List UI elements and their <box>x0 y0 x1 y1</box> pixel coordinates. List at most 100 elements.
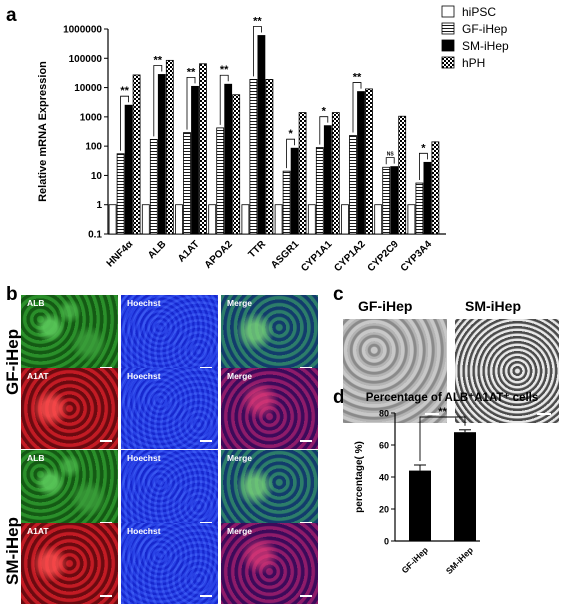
bar-hipsc <box>407 204 416 235</box>
y-tick-label: 100 <box>85 142 102 153</box>
micrograph-label: A1AT <box>27 526 49 536</box>
x-tick-label: CYP3A4 <box>399 239 435 275</box>
chart-title: Percentage of ALB⁺A1AT⁺ cells <box>366 392 539 404</box>
sem-title-gf: GF-iHep <box>358 298 413 314</box>
bar-hipsc <box>175 204 183 235</box>
y-tick-label: 1000 <box>80 112 103 123</box>
micrograph-sm-alb: ALB <box>21 450 118 531</box>
bar-hipsc <box>307 204 316 235</box>
bar-hph <box>365 88 373 235</box>
bar-hipsc <box>208 204 217 235</box>
x-tick-label: HNF4α <box>105 238 136 269</box>
bar-gf-ihep <box>149 138 158 235</box>
micrograph-label: ALB <box>27 298 45 308</box>
bar-gf-ihep <box>349 135 357 235</box>
bar-hipsc <box>274 204 283 235</box>
micrograph-sm-merge-1: Merge <box>221 450 318 531</box>
significance-label: * <box>322 106 327 118</box>
micrograph-gf-a1at: A1AT <box>21 368 118 449</box>
y-tick-label: 1000000 <box>63 25 102 36</box>
x-tick-label: ALB <box>146 239 168 261</box>
significance-label: * <box>421 142 426 154</box>
bar-hph <box>132 74 141 235</box>
significance-bracket <box>186 76 196 130</box>
significance-label: ** <box>253 15 262 27</box>
significance-bracket <box>153 65 163 137</box>
bar-hph <box>431 141 440 235</box>
panel-label-c: c <box>333 284 344 305</box>
significance-label: ** <box>154 54 163 66</box>
panel-label-d: d <box>333 387 345 408</box>
bar-gf-ihep <box>415 182 424 235</box>
bar-hph <box>298 112 307 235</box>
bar-hph <box>199 63 207 235</box>
micrograph-gf-hoechst-1: Hoechst <box>121 295 218 376</box>
micrograph-label: Hoechst <box>127 453 161 463</box>
legend-swatch <box>441 56 455 69</box>
significance-bracket <box>352 82 362 133</box>
y-tick-label: 40 <box>379 473 389 483</box>
bar-hipsc <box>341 204 349 235</box>
x-tick-label: GF-iHep <box>399 545 429 575</box>
scale-bar <box>425 413 439 415</box>
bar-sm-ihep <box>224 83 233 235</box>
sem-title-sm: SM-iHep <box>465 298 521 314</box>
x-tick-label: CYP1A2 <box>332 239 368 275</box>
significance-bracket <box>252 26 262 77</box>
bar-sm-ihep <box>357 91 365 235</box>
scale-bar <box>200 440 212 442</box>
x-tick-label: TTR <box>247 238 269 260</box>
micrograph-label: Merge <box>227 298 253 308</box>
significance-label: ** <box>220 64 229 76</box>
y-axis-title: Relative mRNA Expression <box>37 61 49 202</box>
significance-label: ** <box>187 66 196 78</box>
micrograph-gf-hoechst-2: Hoechst <box>121 368 218 449</box>
bar-gf-ihep <box>249 79 258 235</box>
significance-bracket <box>385 157 395 165</box>
micrograph-gf-merge-2: Merge <box>221 368 318 449</box>
bar-sm-ihep <box>191 85 199 235</box>
legend-swatch <box>441 22 455 35</box>
scale-bar <box>537 413 551 415</box>
bar-gf-ihep <box>116 153 125 235</box>
micrograph-label: Merge <box>227 453 253 463</box>
bar <box>409 470 431 541</box>
significance-label: ** <box>353 72 362 84</box>
micrograph-label: Hoechst <box>127 371 161 381</box>
y-tick-label: 0 <box>384 537 389 547</box>
bar-hipsc <box>374 204 383 235</box>
micrograph-sm-merge-2: Merge <box>221 523 318 604</box>
x-tick-label: SM-iHep <box>444 545 475 576</box>
micrograph-sm-hoechst-2: Hoechst <box>121 523 218 604</box>
bar-gf-ihep <box>282 170 291 235</box>
x-tick-label: A1AT <box>176 239 202 265</box>
bar-sm-ihep <box>323 125 332 235</box>
scale-bar <box>300 595 312 597</box>
legend-label: hPH <box>462 56 485 70</box>
bar-hph <box>232 94 241 235</box>
panel-label-b: b <box>6 284 18 305</box>
y-tick-label: 20 <box>379 505 389 515</box>
bar-sm-ihep <box>423 161 432 235</box>
legend-label: GF-iHep <box>462 22 508 36</box>
micrograph-gf-alb: ALB <box>21 295 118 376</box>
x-tick-label: CYP2C9 <box>366 239 402 275</box>
significance-bracket <box>419 416 466 461</box>
significance-label: ** <box>438 406 447 418</box>
y-tick-label: 10000 <box>74 83 102 94</box>
y-axis-title: percentage( %) <box>354 441 365 513</box>
y-tick-label: 10 <box>91 171 103 182</box>
row-label-sm: SM-iHep <box>3 517 22 585</box>
significance-bracket <box>286 138 296 169</box>
bar-hipsc <box>108 204 117 235</box>
scale-bar <box>300 440 312 442</box>
panel-label-a: a <box>6 5 17 26</box>
legend-label: hiPSC <box>462 5 496 19</box>
bar-gf-ihep <box>216 127 225 235</box>
significance-label: ** <box>120 85 129 97</box>
x-tick-label: APOA2 <box>203 239 235 271</box>
micrograph-sm-a1at: A1AT <box>21 523 118 604</box>
legend-label: SM-iHep <box>462 39 509 53</box>
legend-swatch <box>441 5 455 18</box>
significance-bracket <box>219 74 229 125</box>
